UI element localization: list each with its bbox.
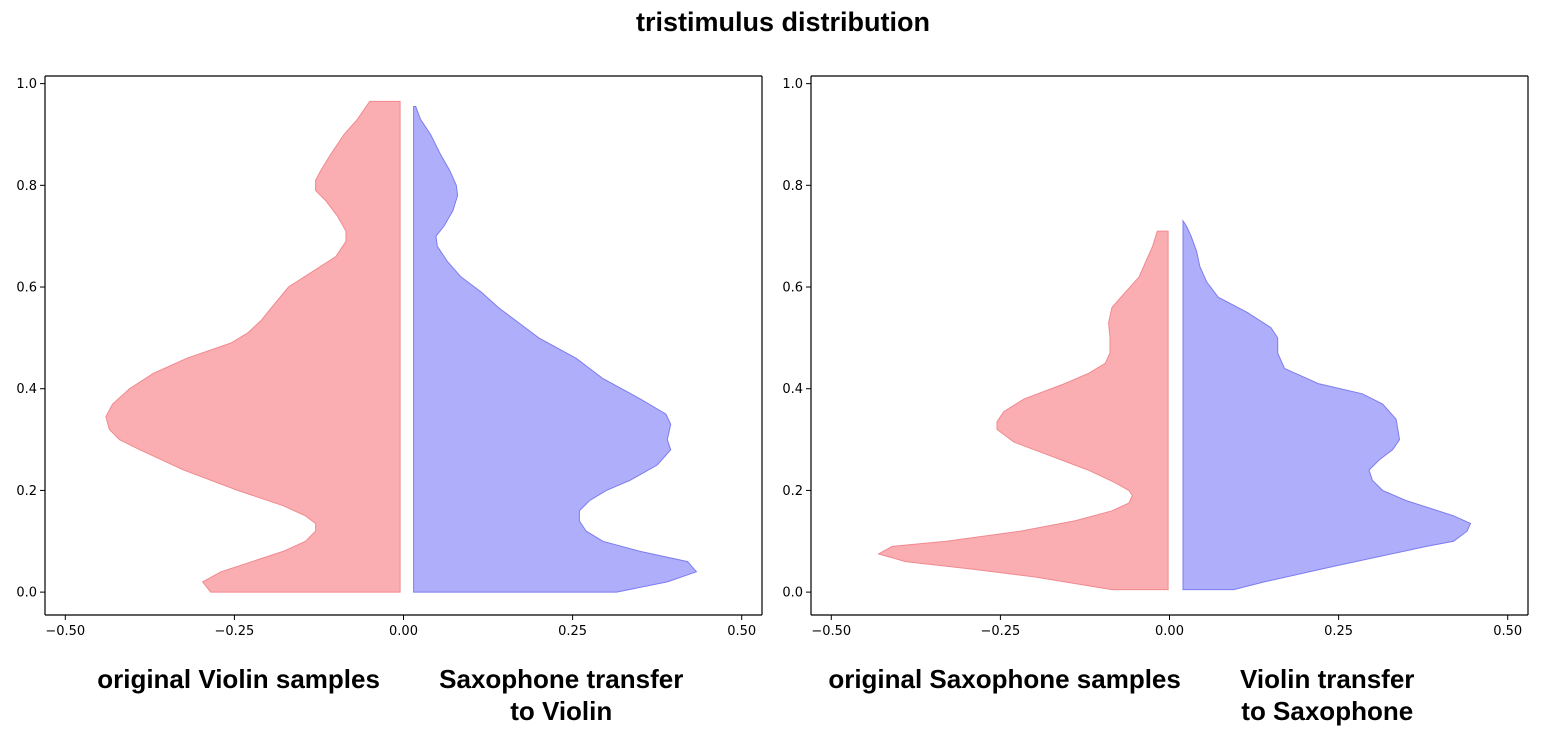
y-tick-label: 0.2 [16, 484, 37, 499]
figure-title: tristimulus distribution [636, 7, 930, 37]
y-tick-label: 1.0 [16, 77, 37, 92]
x-tick-label: 0.50 [1493, 624, 1522, 639]
x-tick-label: 0.25 [1324, 624, 1353, 639]
left-violin-half [105, 100, 401, 593]
y-tick-label: 0.6 [782, 281, 803, 296]
y-tick-label: 0.0 [16, 586, 37, 601]
x-tick-label: 0.00 [1155, 624, 1184, 639]
x-tick-label: 0.50 [727, 624, 756, 639]
panel-1: −0.50 −0.25 0.00 0.25 0.50 0.0 0.2 0.4 0.6 0.8 1.0… [16, 75, 763, 726]
x-tick-label: −0.25 [214, 624, 254, 639]
right-violin-half [413, 106, 698, 593]
group-label-2: Violin transfer to Saxophone [1240, 664, 1414, 726]
y-tick-label: 0.8 [782, 179, 803, 194]
y-tick-label: 0.0 [782, 586, 803, 601]
x-tick-label: −0.25 [980, 624, 1020, 639]
y-tick-label: 0.8 [16, 179, 37, 194]
panel-2: −0.50 −0.25 0.00 0.25 0.50 0.0 0.2 0.4 0.6 0.8 1.0… [782, 75, 1529, 726]
y-tick-label: 0.4 [782, 382, 803, 397]
panels: −0.50 −0.25 0.00 0.25 0.50 0.0 0.2 0.4 0.6 0.8 1.0… [16, 75, 1529, 726]
right-violin-half [1182, 219, 1472, 591]
group-label-1: original Violin samples [97, 664, 380, 694]
x-tick-label: 0.25 [558, 624, 587, 639]
y-tick-label: 0.6 [16, 281, 37, 296]
y-tick-label: 1.0 [782, 77, 803, 92]
x-tick-label: −0.50 [45, 624, 85, 639]
left-violin-half [877, 230, 1169, 591]
x-tick-label: −0.50 [811, 624, 851, 639]
y-tick-label: 0.4 [16, 382, 37, 397]
x-tick-label: 0.00 [389, 624, 418, 639]
axes-frame [44, 75, 763, 616]
group-label-2: Saxophone transfer to Violin [439, 664, 683, 726]
group-label-1: original Saxophone samples [828, 664, 1181, 694]
y-tick-label: 0.2 [782, 484, 803, 499]
